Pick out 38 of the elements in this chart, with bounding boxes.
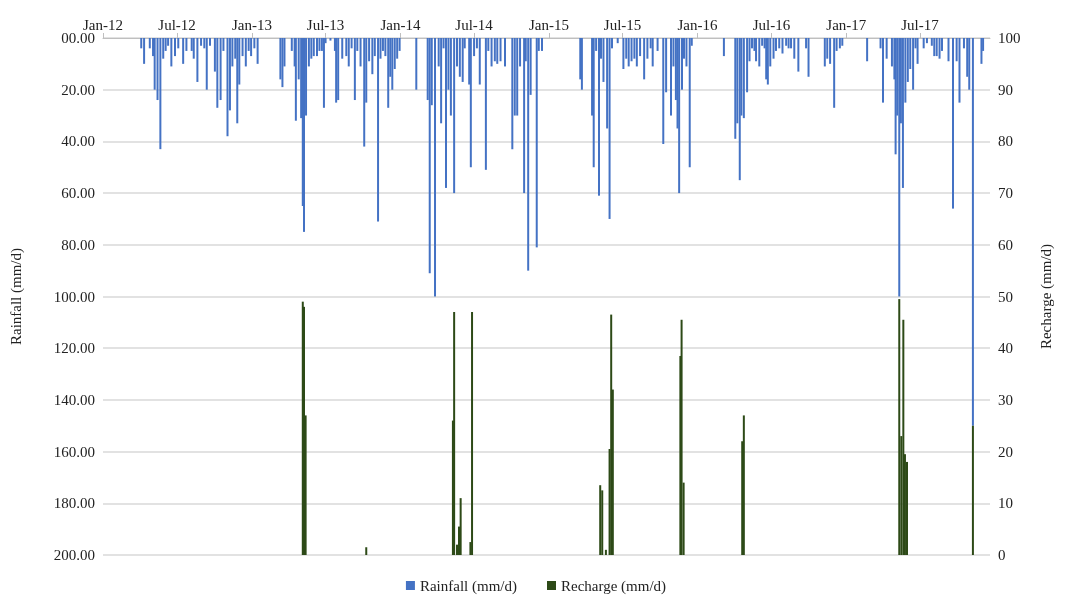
- y2-tick-label: 50: [998, 288, 1013, 305]
- y2-tick-label: 80: [998, 133, 1013, 150]
- x-tick-label: Jan-14: [380, 16, 421, 33]
- x-tick-label: Jan-16: [677, 16, 718, 33]
- x-tick-label: Jul-14: [455, 16, 494, 33]
- y2-tick-label: 60: [998, 236, 1013, 253]
- y-tick-label: 80.00: [61, 236, 95, 253]
- y-tick-label: 180.00: [53, 495, 95, 512]
- legend-label: Recharge (mm/d): [560, 577, 667, 595]
- x-tick-label: Jan-17: [826, 16, 867, 33]
- y2-tick-label: 20: [998, 443, 1013, 460]
- y2-tick-label: 10: [998, 495, 1013, 512]
- y-tick-label: 200.00: [53, 547, 95, 563]
- x-tick-label: Jan-13: [231, 16, 272, 33]
- x-tick-label: Jul-16: [752, 16, 791, 33]
- y-tick-label: 140.00: [53, 391, 95, 408]
- x-tick-label: Jul-12: [158, 16, 196, 33]
- y-tick-label: 00.00: [61, 30, 95, 46]
- y-tick-label: 160.00: [53, 443, 95, 460]
- x-tick-label: Jan-15: [528, 16, 569, 33]
- y-tick-label: 40.00: [61, 133, 95, 150]
- x-tick-label: Jul-17: [901, 16, 940, 33]
- y2-tick-label: 70: [998, 185, 1013, 202]
- y-tick-label: 120.00: [53, 340, 95, 357]
- y2-tick-label: 100: [998, 30, 1021, 46]
- legend-label: Rainfall (mm/d): [419, 577, 517, 595]
- y2-tick-label: 30: [998, 391, 1013, 408]
- y2-tick-label: 90: [998, 81, 1013, 98]
- y-tick-label: 100.00: [53, 288, 95, 305]
- x-tick-label: Jan-12: [83, 16, 123, 33]
- y2-tick-label: 0: [998, 547, 1006, 563]
- y-axis-title: Rainfall (mm/d): [7, 247, 25, 346]
- x-tick-label: Jul-15: [603, 16, 642, 33]
- y-tick-label: 60.00: [61, 185, 95, 202]
- y2-tick-label: 40: [998, 340, 1013, 357]
- y2-axis-title: Recharge (mm/d): [1037, 243, 1055, 350]
- y-tick-label: 20.00: [61, 81, 95, 98]
- x-tick-label: Jul-13: [306, 16, 345, 33]
